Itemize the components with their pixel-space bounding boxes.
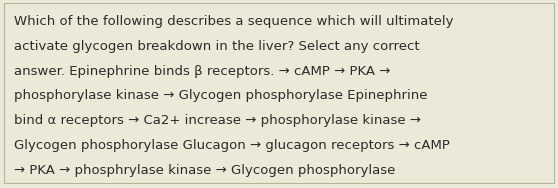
Text: bind α receptors → Ca2+ increase → phosphorylase kinase →: bind α receptors → Ca2+ increase → phosp… bbox=[14, 114, 421, 127]
Text: → PKA → phosphrylase kinase → Glycogen phosphorylase: → PKA → phosphrylase kinase → Glycogen p… bbox=[14, 164, 395, 177]
FancyBboxPatch shape bbox=[4, 3, 554, 183]
Text: Glycogen phosphorylase Glucagon → glucagon receptors → cAMP: Glycogen phosphorylase Glucagon → glucag… bbox=[14, 139, 450, 152]
Text: phosphorylase kinase → Glycogen phosphorylase Epinephrine: phosphorylase kinase → Glycogen phosphor… bbox=[14, 89, 427, 102]
Text: Which of the following describes a sequence which will ultimately: Which of the following describes a seque… bbox=[14, 15, 454, 28]
Text: answer. Epinephrine binds β receptors. → cAMP → PKA →: answer. Epinephrine binds β receptors. →… bbox=[14, 65, 391, 78]
Text: activate glycogen breakdown in the liver? Select any correct: activate glycogen breakdown in the liver… bbox=[14, 40, 420, 53]
